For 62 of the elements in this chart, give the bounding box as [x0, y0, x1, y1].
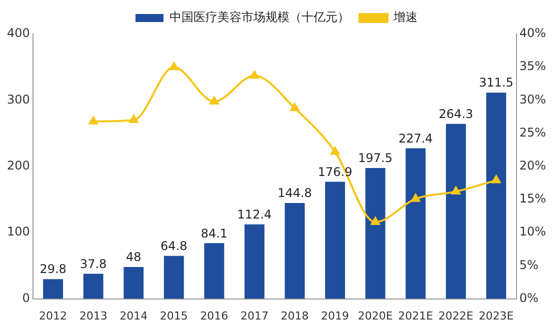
- point: [330, 146, 340, 155]
- y2-tick-label: 35%: [519, 59, 546, 74]
- point: [129, 115, 138, 124]
- point: [411, 194, 420, 202]
- data-label: 48: [126, 250, 142, 264]
- y2-tick-label: 25%: [519, 125, 546, 140]
- y2-tick-label: 30%: [519, 92, 546, 106]
- data-label: 227.4: [398, 131, 433, 146]
- bar: [244, 224, 264, 299]
- point: [88, 116, 98, 124]
- data-label: 84.1: [200, 226, 228, 240]
- x-tick-label: 2016: [200, 309, 228, 322]
- x-tick-label: 2015: [160, 309, 188, 322]
- y-tick-label: 300: [7, 92, 30, 106]
- bar: [284, 202, 305, 299]
- x-tick-label: 2013: [79, 309, 108, 322]
- legend-label: 增速: [392, 10, 418, 24]
- y2-tick-label: 40%: [519, 26, 546, 40]
- y2-tick-label: 10%: [519, 224, 546, 239]
- x-tick-label: 2022E: [438, 309, 474, 322]
- x-tick-label: 2018: [280, 309, 309, 322]
- y2-tick-label: 15%: [519, 192, 546, 206]
- y2-tick-label: 20%: [519, 158, 546, 173]
- y-tick-label: 200: [7, 158, 30, 173]
- bar: [83, 274, 104, 299]
- point: [492, 175, 501, 184]
- bar: [406, 148, 426, 299]
- x-tick-label: 2019: [321, 309, 350, 322]
- data-label: 64.8: [160, 239, 188, 254]
- y2-tick-label: 5%: [519, 258, 538, 272]
- x-tick-label: 2023E: [478, 309, 514, 322]
- legend-label: 中国医疗美容市场规模（十亿元）: [170, 10, 350, 24]
- x-tick-label: 2014: [120, 309, 148, 322]
- data-label: 112.4: [237, 208, 272, 222]
- x-tick-label: 2020E: [358, 309, 393, 322]
- point: [210, 96, 219, 105]
- y2-tick-label: 0%: [519, 290, 538, 305]
- data-label: 197.5: [358, 151, 393, 166]
- data-label: 311.5: [479, 76, 514, 90]
- data-label: 37.8: [80, 256, 107, 271]
- bar: [365, 168, 386, 299]
- point: [451, 186, 460, 195]
- data-label: 264.3: [438, 106, 474, 121]
- bar: [446, 124, 466, 299]
- bar: [124, 267, 144, 299]
- bar: [164, 256, 184, 299]
- x-tick-label: 2021E: [398, 309, 434, 322]
- point: [250, 70, 259, 79]
- bar: [43, 279, 64, 299]
- data-label: 29.8: [40, 262, 66, 276]
- point: [290, 103, 300, 112]
- y-tick-label: 0: [22, 290, 30, 305]
- bar: [325, 182, 346, 299]
- bar: [486, 92, 506, 299]
- point: [370, 217, 380, 226]
- y-tick-label: 100: [7, 224, 30, 239]
- bar: [204, 243, 224, 299]
- y-tick-label: 400: [7, 26, 30, 40]
- x-tick-label: 2017: [240, 309, 268, 322]
- point: [169, 62, 178, 70]
- x-tick-label: 2012: [39, 309, 68, 322]
- data-label: 144.8: [278, 186, 312, 200]
